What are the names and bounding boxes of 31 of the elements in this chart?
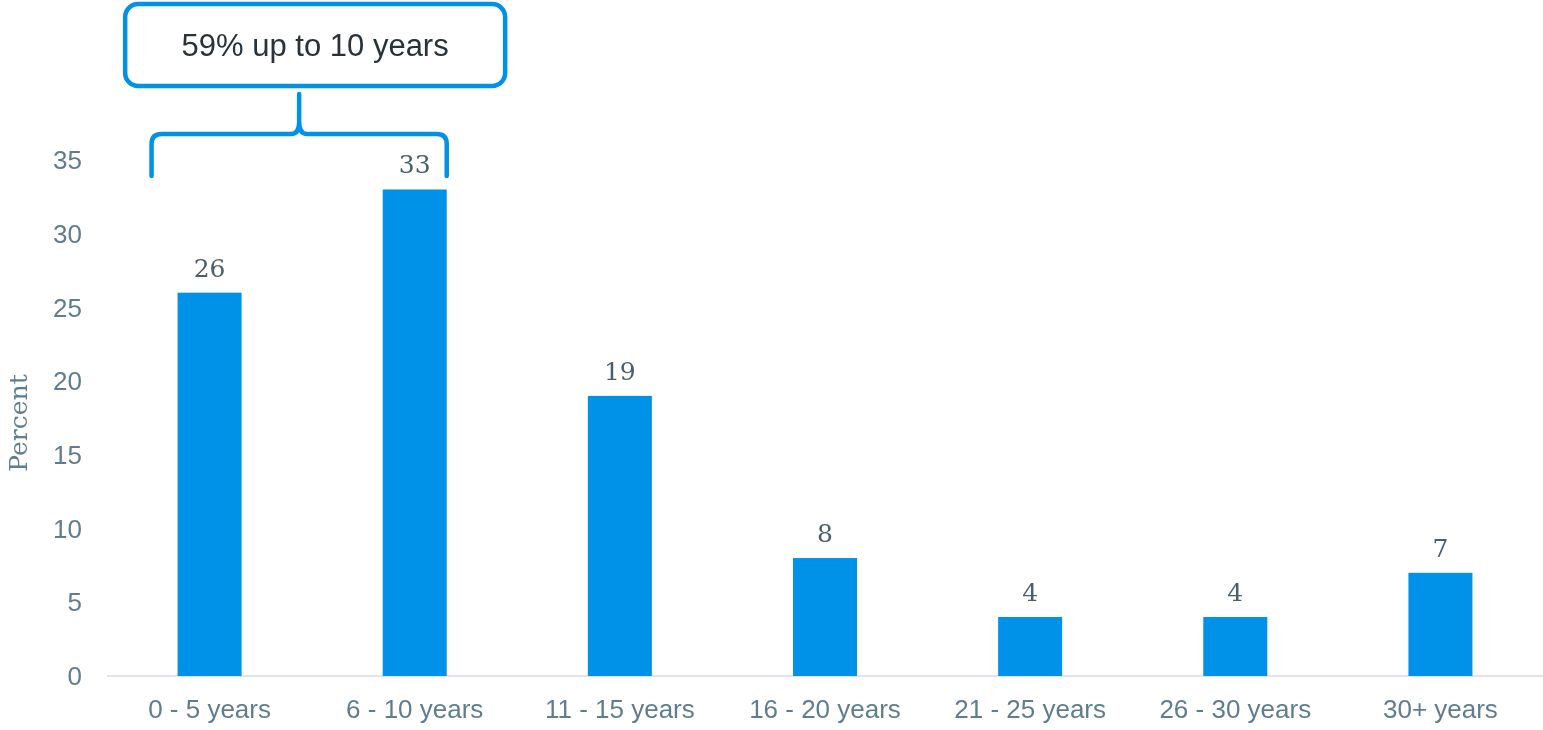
y-axis-title: Percent [4, 374, 33, 472]
data-label: 7 [1432, 533, 1449, 563]
x-tick-label: 0 - 5 years [148, 694, 271, 724]
bar [587, 395, 652, 676]
bar [793, 558, 857, 676]
y-tick-label: 15 [53, 439, 82, 470]
data-label: 4 [1227, 578, 1244, 608]
y-tick-label: 25 [53, 292, 82, 323]
x-tick-label: 6 - 10 years [346, 694, 484, 724]
y-tick-label: 35 [53, 145, 82, 176]
data-label: 33 [398, 150, 431, 180]
bar [1203, 617, 1268, 676]
y-tick-label: 30 [53, 218, 82, 249]
y-tick-label: 20 [53, 366, 82, 397]
x-tick-label: 16 - 20 years [749, 694, 901, 724]
bar [998, 617, 1063, 676]
y-tick-label: 0 [67, 661, 82, 692]
x-tick-label: 11 - 15 years [544, 694, 695, 724]
bar [382, 189, 447, 676]
data-label: 4 [1022, 578, 1039, 608]
x-tick-label: 26 - 30 years [1159, 694, 1312, 724]
bar [177, 292, 242, 676]
x-tick-label: 21 - 25 years [954, 694, 1107, 724]
x-tick-label: 30+ years [1382, 694, 1498, 724]
data-label: 8 [817, 519, 833, 549]
y-tick-label: 10 [53, 513, 82, 544]
text: 59% up to 10 years [181, 27, 449, 63]
data-label: 26 [193, 253, 226, 283]
y-tick-label: 5 [67, 587, 82, 618]
data-label: 19 [603, 356, 636, 386]
bar [1408, 572, 1473, 676]
